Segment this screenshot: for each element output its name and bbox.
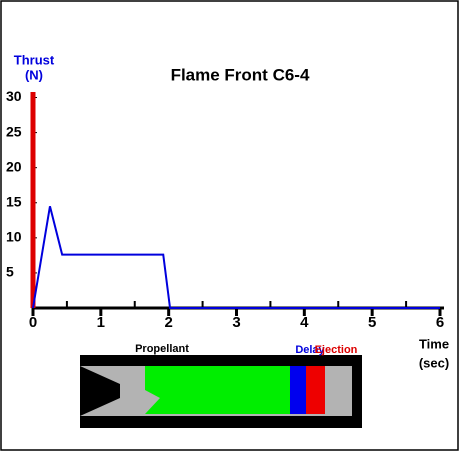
x-axis-label: Time xyxy=(419,336,449,351)
y-tick-label: 15 xyxy=(6,193,22,209)
ejection-label: Ejection xyxy=(315,344,358,356)
y-tick-label: 25 xyxy=(6,123,22,139)
nozzle xyxy=(80,366,120,416)
x-tick-label: 6 xyxy=(436,314,444,331)
x-tick-label: 3 xyxy=(232,314,240,331)
y-axis-label: Thrust xyxy=(14,52,55,67)
motor-diagram: Propellant Delay Ejection xyxy=(80,343,362,428)
propellant xyxy=(145,366,290,414)
x-tick-label: 5 xyxy=(368,314,376,331)
x-tick-label: 2 xyxy=(164,314,172,331)
y-tick-label: 30 xyxy=(6,88,22,104)
x-tick-label: 4 xyxy=(300,314,309,331)
propellant-label: Propellant xyxy=(135,343,189,355)
ejection xyxy=(306,366,325,414)
x-tick-label: 1 xyxy=(97,314,105,331)
x-tick-label: 0 xyxy=(29,314,37,331)
delay-label: Delay xyxy=(295,344,325,356)
thrust-line xyxy=(32,206,440,309)
flame-front-marker xyxy=(30,92,36,308)
delay xyxy=(290,366,306,414)
chart-title: Flame Front C6-4 xyxy=(171,65,310,84)
y-tick-label: 5 xyxy=(6,264,14,280)
y-axis-label: (N) xyxy=(25,67,43,82)
y-tick-label: 10 xyxy=(6,229,22,245)
x-axis-label: (sec) xyxy=(419,355,449,370)
y-tick-label: 20 xyxy=(6,158,22,174)
